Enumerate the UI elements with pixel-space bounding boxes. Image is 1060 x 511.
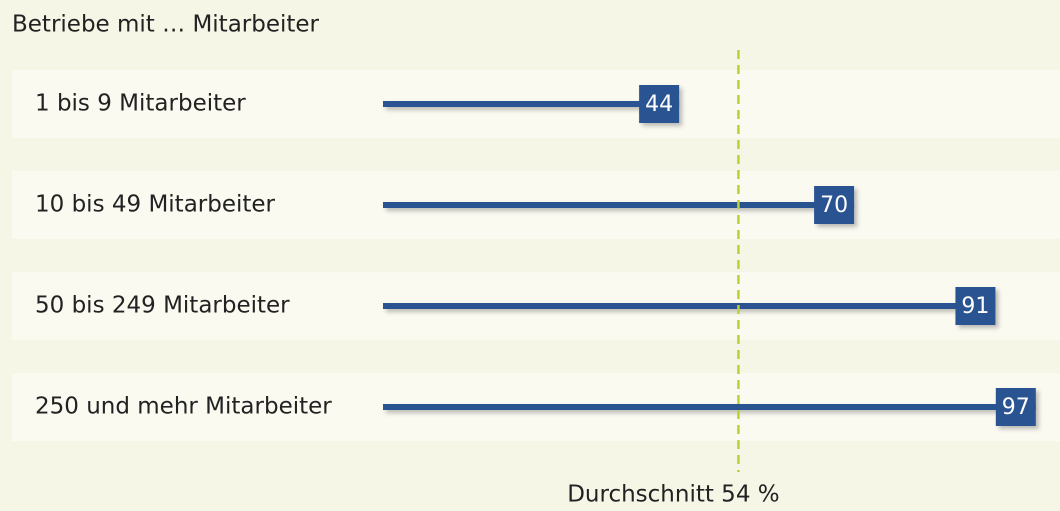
bar-group: [383, 186, 855, 224]
value-label: 91: [961, 294, 989, 319]
value-label: 97: [1002, 395, 1030, 420]
value-label: 70: [820, 193, 848, 218]
category-label: 50 bis 249 Mitarbeiter: [35, 293, 290, 319]
bar-group: [383, 85, 680, 123]
value-box: [639, 85, 680, 123]
bar: [383, 101, 680, 107]
bar: [383, 202, 855, 208]
bar-group: [383, 287, 996, 325]
average-label: Durchschnitt 54 %: [567, 482, 779, 508]
category-label: 250 und mehr Mitarbeiter: [35, 394, 332, 420]
chart-title: Betriebe mit … Mitarbeiter: [12, 12, 320, 38]
value-box: [955, 287, 996, 325]
value-box: [995, 388, 1036, 426]
bar: [383, 404, 1036, 410]
bar: [383, 303, 996, 309]
value-box: [814, 186, 855, 224]
category-label: 1 bis 9 Mitarbeiter: [35, 91, 246, 117]
category-label: 10 bis 49 Mitarbeiter: [35, 192, 276, 218]
value-label: 44: [645, 92, 673, 117]
bar-group: [383, 388, 1036, 426]
